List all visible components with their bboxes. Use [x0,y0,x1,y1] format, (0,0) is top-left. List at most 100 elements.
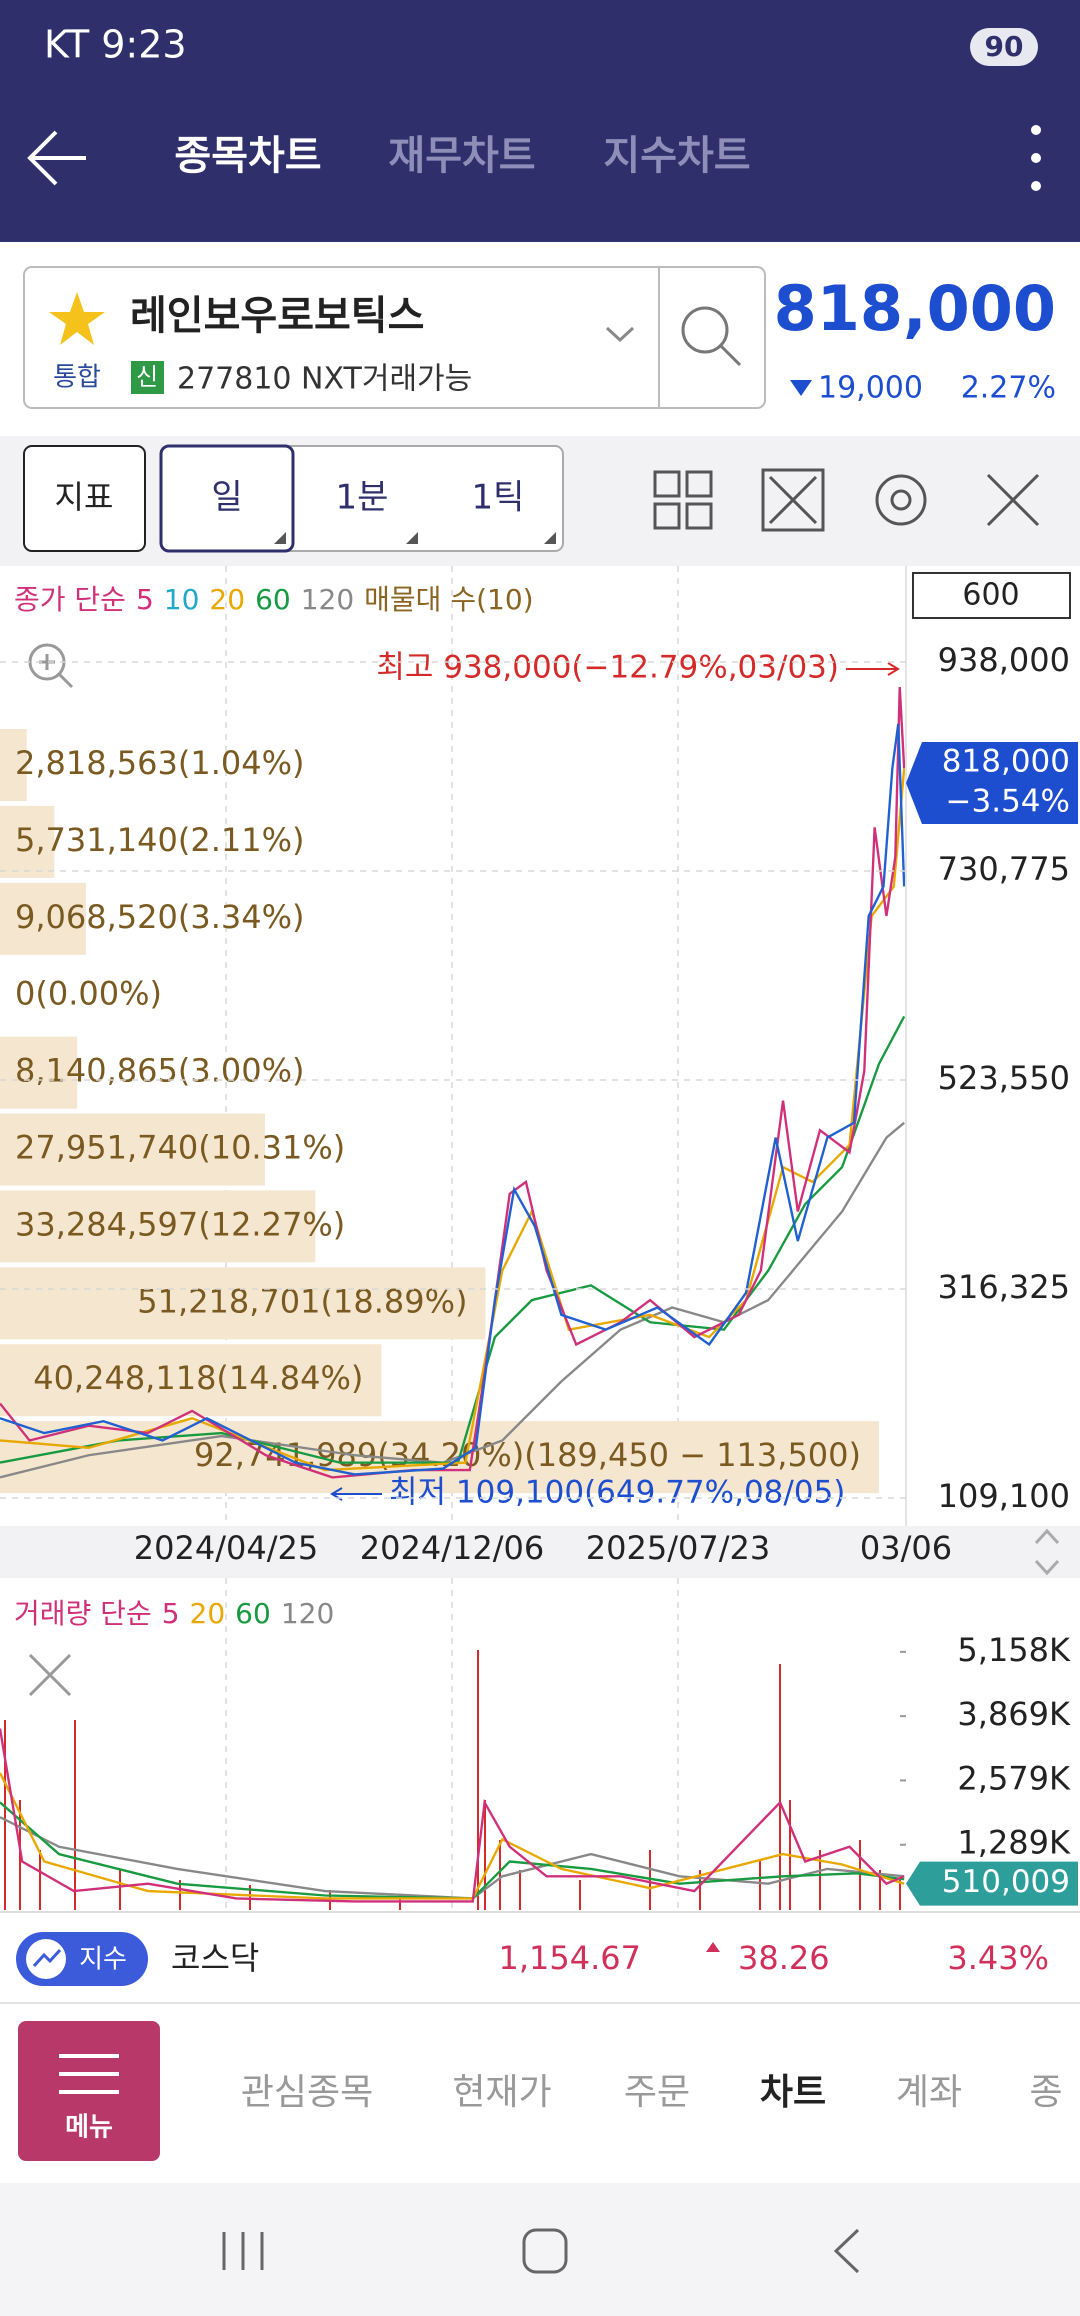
profile-label: 27,951,740(10.31%) [15,1129,345,1167]
x-tick-label: 03/06 [860,1529,952,1567]
current-price-marker [906,742,1078,825]
profile-label: 0(0.00%) [15,975,162,1013]
profile-label: 40,248,118(14.84%) [33,1359,363,1397]
down-arrow [790,380,812,396]
profile-label: 51,218,701(18.89%) [137,1282,467,1320]
indicator-label: 지표 [55,478,114,516]
volume-legend: 거래량 단순 5 20 60 120 [14,1597,334,1630]
header-tab[interactable]: 재무차트 [388,133,535,179]
price-change-pct: 2.27% [961,371,1056,406]
high-note: 최고 938,000(−12.79%,03/03) [376,650,839,686]
profile-label: 92,741,989(34.20%)(189,450 − 113,500) [194,1436,861,1474]
price-lines [0,686,906,1479]
legend-entry: 60 [255,583,291,616]
favorite-star[interactable] [49,292,105,345]
nav-item[interactable]: 주문 [624,2072,690,2113]
y-tick-label: 2,579K [957,1759,1071,1797]
settings-button[interactable] [875,474,927,526]
profile-label: 33,284,597(12.27%) [15,1205,345,1243]
corner-marks [274,532,556,544]
legend-entry: 5 [162,1597,180,1630]
price-axis: 938,000 730,775 523,550 316,325 109,100 818,0… [0,641,1078,1515]
period-day[interactable]: 일 [211,478,242,518]
header-tab[interactable]: 종목차트 [174,133,321,179]
y-tick-label: 316,325 [938,1268,1070,1306]
volume-lines [0,1728,905,1903]
fullscreen-button[interactable] [761,468,825,532]
stock-box[interactable] [23,266,766,409]
legend-entry: 10 [164,583,200,616]
current-change-label: −3.54% [946,784,1070,820]
profile-bar [0,882,86,955]
system-nav [0,2183,1080,2316]
legend-entry: 5 [136,583,154,616]
profile-label: 5,731,140(2.11%) [15,821,304,859]
high-arrow [846,662,900,676]
legend-entry: 120 [281,1597,334,1630]
more-menu[interactable] [1031,125,1041,191]
tools-button[interactable] [986,473,1040,527]
y-tick-label: 523,550 [938,1059,1070,1097]
legend-entry: 매물대 수(10) [364,583,533,616]
legend-entry: 거래량 단순 [14,1597,152,1630]
current-volume-label: 510,009 [942,1864,1070,1900]
credit-tag: 신 [136,363,158,391]
price-change: 19,000 [818,371,923,406]
recents-button[interactable] [222,2232,264,2270]
back-button[interactable] [27,130,86,186]
stock-name: 레인보우로보틱스 [130,293,424,339]
period-active[interactable] [159,444,295,553]
profile-label: 8,140,865(3.00%) [15,1052,304,1090]
period-1tick[interactable]: 1틱 [472,478,525,518]
menu-icon [59,2054,119,2094]
nav-item[interactable]: 차트 [760,2072,826,2113]
profile-bar [0,1113,265,1186]
current-price-label: 818,000 [942,744,1070,780]
current-price: 818,000 [774,272,1056,345]
profile-label: 9,068,520(3.34%) [15,898,304,936]
count-box[interactable] [912,572,1071,619]
nav-item[interactable]: 관심종목 [241,2072,373,2113]
profile-label: 2,818,563(1.04%) [15,744,304,782]
battery-level: 90 [985,30,1024,63]
resize-handle[interactable] [1034,1528,1060,1576]
nav-item[interactable]: 계좌 [896,2072,962,2113]
layout-button[interactable] [653,470,713,530]
legend-entry: 20 [190,1597,226,1630]
index-value: 1,154.67 [499,1939,642,1977]
nav-item[interactable]: 현재가 [452,2072,551,2113]
index-badge-label: 지수 [79,1945,127,1975]
price-legend: 종가 단순 5 10 20 60 120 매물대 수(10) [14,583,534,616]
legend-entry: 종가 단순 [14,583,126,616]
close-volume[interactable] [28,1653,72,1697]
search-button[interactable] [681,306,742,367]
profile-bar [0,1344,382,1417]
profile-bar [0,1267,486,1340]
x-tick-label: 2025/07/23 [586,1529,770,1567]
x-tick-label: 2024/12/06 [360,1529,544,1567]
stock-code: 277810 NXT거래가능 [177,362,472,397]
nav-item[interactable]: 종 [1029,2072,1062,2113]
status-time: KT 9:23 [44,23,187,67]
count-label: 600 [962,578,1019,613]
y-tick-label: 730,775 [938,850,1070,888]
x-tick-label: 2024/04/25 [134,1529,318,1567]
menu-label: 메뉴 [65,2113,113,2143]
period-1min[interactable]: 1분 [336,478,389,518]
low-note: 최저 109,100(649.77%,08/05) [389,1475,845,1511]
home-button[interactable] [522,2228,568,2274]
bottom-nav-bg [0,2002,1080,2183]
back-system[interactable] [833,2228,860,2274]
y-tick-label: 5,158K [957,1631,1071,1669]
dropdown[interactable] [605,326,635,343]
profile-bar [0,729,27,801]
y-tick-label: 1,289K [957,1824,1071,1862]
index-bar-bg [0,1910,1080,2002]
header-tab[interactable]: 지수차트 [603,133,750,179]
market-tag: 통합 [53,363,101,393]
y-tick-label: 109,100 [938,1477,1070,1515]
battery [970,28,1038,66]
indicator-button[interactable] [23,445,146,552]
